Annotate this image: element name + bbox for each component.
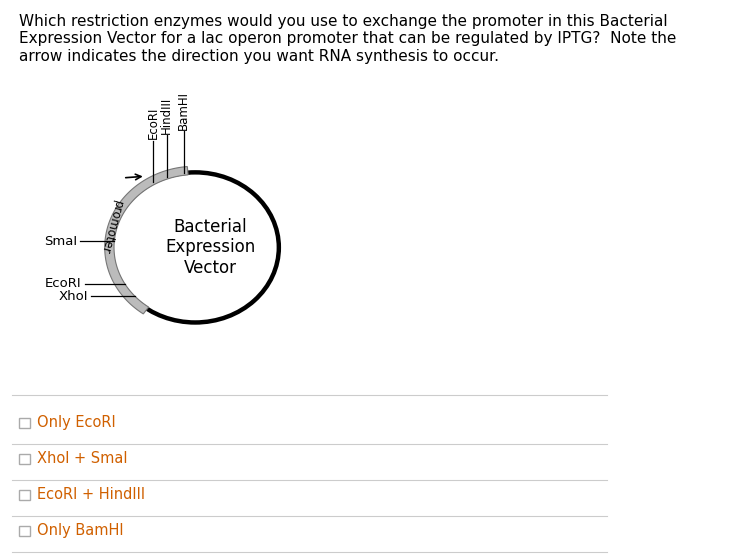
Text: Which restriction enzymes would you use to exchange the promoter in this Bacteri: Which restriction enzymes would you use … (19, 14, 676, 64)
Text: XhoI: XhoI (59, 290, 88, 302)
Text: Bacterial
Expression
Vector: Bacterial Expression Vector (165, 217, 256, 277)
Text: Only EcoRI: Only EcoRI (37, 415, 116, 430)
Bar (19, 490, 30, 500)
Text: EcoRI: EcoRI (45, 277, 82, 290)
Bar (19, 418, 30, 428)
Bar (19, 526, 30, 536)
Text: EcoRI: EcoRI (147, 107, 160, 139)
Bar (19, 454, 30, 464)
Polygon shape (105, 167, 188, 314)
Text: Only BamHI: Only BamHI (37, 524, 124, 538)
Text: EcoRI + HindIII: EcoRI + HindIII (37, 488, 145, 502)
Text: promoter: promoter (98, 199, 124, 255)
Text: HindIII: HindIII (160, 96, 173, 133)
Text: SmaI: SmaI (44, 235, 77, 247)
Text: BamHI: BamHI (177, 91, 190, 130)
Text: Xhol + Smal: Xhol + Smal (37, 451, 128, 466)
